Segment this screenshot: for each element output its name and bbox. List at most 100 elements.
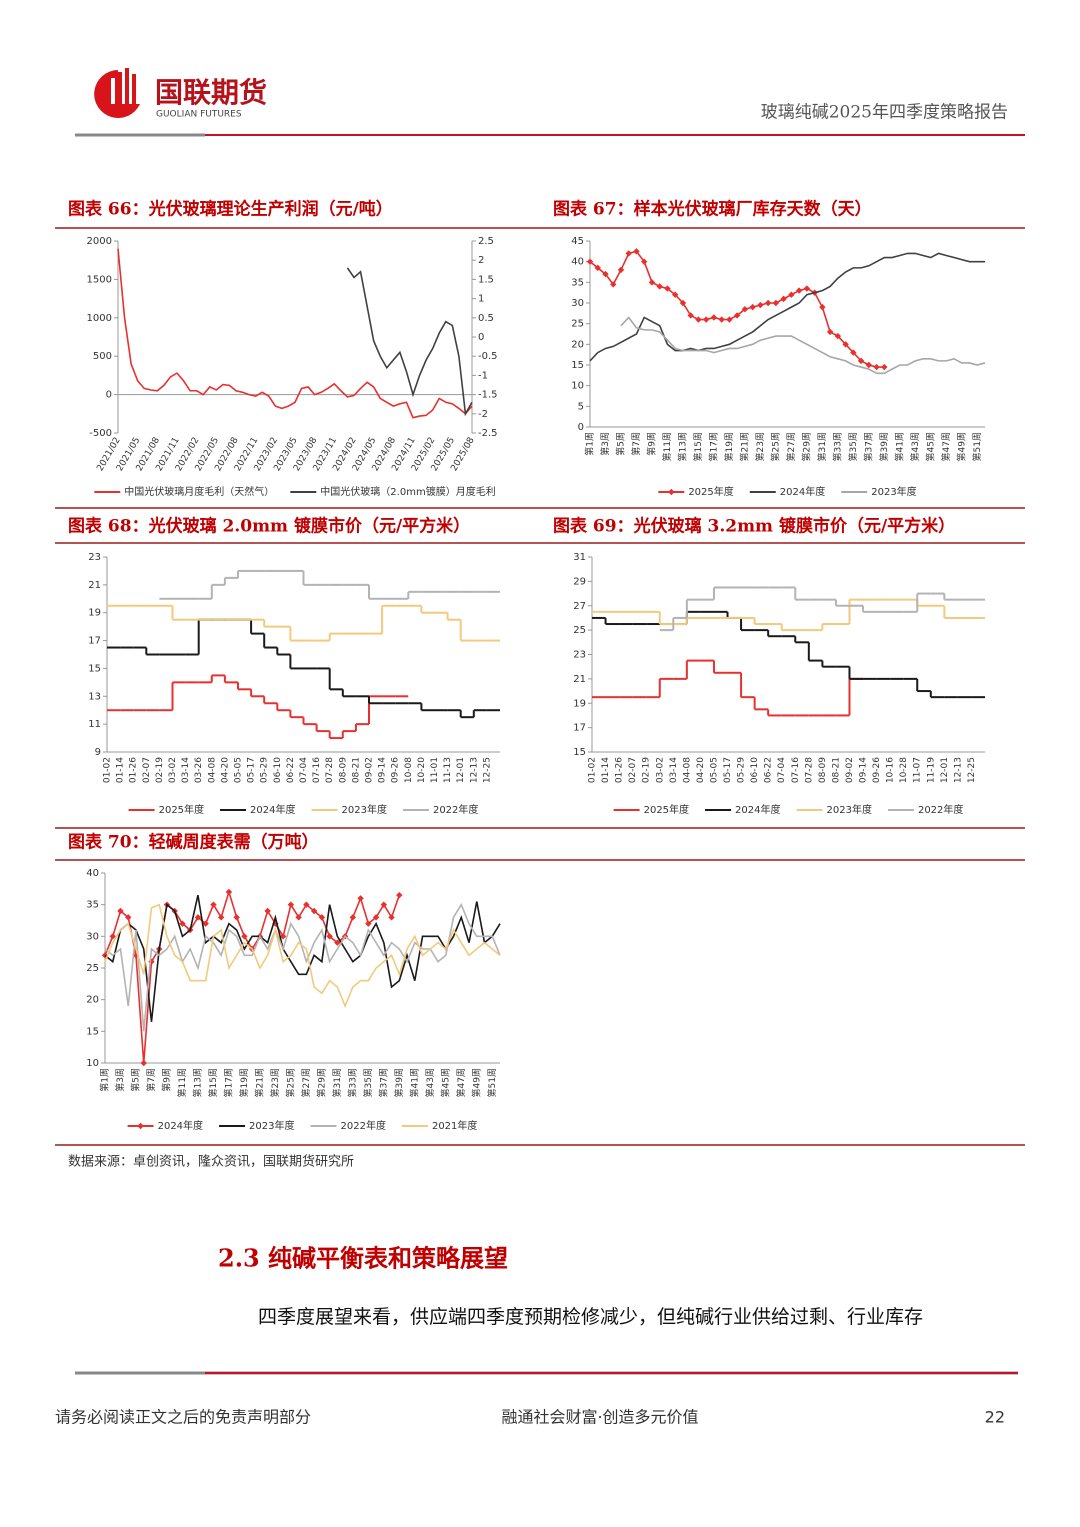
y-tick-label: 500 — [93, 351, 112, 362]
point — [388, 914, 395, 921]
point — [687, 312, 694, 319]
x-tick-label: 11-19 — [926, 757, 936, 783]
point — [764, 299, 772, 307]
y-tick-label: 10 — [86, 1058, 99, 1069]
y-tick-label: 30 — [571, 298, 584, 309]
x-tick-label: 05-05 — [234, 757, 244, 783]
logo — [94, 68, 140, 118]
legend-label: 2022年度 — [341, 1119, 386, 1132]
y-tick-label: 15 — [573, 747, 586, 758]
y2-tick-label: -0.5 — [478, 351, 498, 362]
x-tick-label: 01-02 — [588, 757, 598, 783]
y-tick-label: 17 — [88, 636, 101, 647]
point — [303, 901, 310, 908]
point — [217, 914, 225, 921]
x-tick-label: 12-25 — [967, 757, 977, 783]
x-tick-label: 第5周 — [614, 432, 626, 456]
series-line — [117, 248, 473, 419]
y-tick-label: 35 — [571, 277, 584, 288]
x-tick-label: 第43周 — [909, 432, 921, 461]
point — [334, 939, 341, 946]
x-tick-label: 01-26 — [129, 757, 139, 783]
x-tick-label: 10-20 — [417, 757, 427, 783]
y2-tick-label: 1 — [478, 294, 484, 305]
y-tick-label: 35 — [86, 900, 99, 911]
y-tick-label: 25 — [86, 963, 99, 974]
x-tick-label: 12-01 — [456, 757, 466, 783]
logo-mark — [94, 70, 140, 118]
point — [279, 933, 287, 940]
x-tick-label: 12-01 — [940, 757, 950, 783]
point — [210, 901, 217, 908]
point — [617, 266, 625, 274]
point — [202, 920, 209, 927]
point — [194, 914, 202, 921]
x-tick-label: 01-14 — [601, 757, 611, 783]
point — [826, 328, 834, 336]
x-tick-label: 07-28 — [804, 757, 814, 783]
section-title: 纯碱平衡表和策略展望 — [268, 1244, 508, 1273]
x-tick-label: 第43周 — [424, 1068, 436, 1097]
series-line — [346, 267, 473, 417]
legend-label: 2021年度 — [432, 1119, 477, 1132]
page-number: 22 — [985, 1408, 1005, 1427]
x-tick-label: 08-21 — [351, 757, 361, 783]
point — [741, 306, 749, 313]
point — [795, 287, 803, 294]
y-tick-label: 15 — [86, 1026, 99, 1037]
x-tick-label: 12-13 — [953, 757, 963, 783]
x-tick-label: 第15周 — [692, 432, 704, 461]
x-tick-label: 05-17 — [247, 757, 257, 783]
x-tick-label: 第35周 — [847, 432, 859, 461]
y-tick-label: 20 — [571, 339, 584, 350]
point — [109, 933, 116, 940]
x-tick-label: 08-09 — [338, 757, 348, 783]
x-tick-label: 04-08 — [207, 757, 217, 783]
x-tick-label: 第37周 — [862, 432, 874, 461]
y-tick-label: 31 — [573, 552, 586, 563]
point — [625, 250, 632, 257]
legend-label: 中国光伏玻璃月度毛利（天然气） — [124, 485, 274, 498]
legend: 2025年度 2024年度 2023年度 — [658, 485, 917, 498]
section-number: 2.3 — [218, 1244, 260, 1273]
x-tick-label: 第33周 — [346, 1068, 358, 1097]
x-tick-label: 第13周 — [676, 432, 688, 461]
x-tick-label: 第19周 — [238, 1068, 250, 1097]
point — [819, 303, 826, 311]
x-tick-label: 06-22 — [286, 757, 296, 783]
y-tick-label: 19 — [573, 698, 586, 709]
y-tick-label: 13 — [88, 691, 101, 702]
point — [365, 920, 372, 927]
x-tick-label: 第1周 — [584, 432, 596, 456]
point — [865, 361, 873, 369]
figure-title: 图表 66：光伏玻璃理论生产利润（元/吨） — [68, 199, 393, 220]
x-tick-label: 第11周 — [176, 1068, 188, 1097]
x-tick-label: 第49周 — [470, 1068, 482, 1097]
point — [850, 349, 857, 356]
y-tick-label: 9 — [95, 747, 101, 758]
y-tick-label: -500 — [89, 428, 112, 439]
legend: 中国光伏玻璃月度毛利（天然气） 中国光伏玻璃（2.0mm镀膜）月度毛利 — [94, 485, 496, 498]
x-tick-label: 07-28 — [325, 757, 335, 783]
legend-label: 2023年度 — [827, 803, 872, 816]
point — [602, 270, 609, 278]
y-tick-label: 0 — [106, 390, 112, 401]
x-tick-label: 第23周 — [754, 432, 766, 461]
x-tick-label: 11-01 — [430, 757, 440, 783]
legend-label: 2025年度 — [688, 485, 733, 498]
y2-tick-label: -1.5 — [478, 390, 498, 401]
point — [749, 303, 756, 311]
series-line — [104, 902, 501, 1032]
figure-title: 图表 70：轻碱周度表需（万吨） — [68, 832, 319, 853]
x-tick-label: 第51周 — [971, 432, 983, 461]
point — [326, 933, 333, 940]
y-tick-label: 21 — [88, 580, 101, 591]
legend: 2025年度 2024年度 2023年度 2022年度 — [613, 803, 963, 816]
x-tick-label: 10-08 — [404, 757, 414, 783]
point — [357, 895, 364, 902]
x-tick-label: 第27周 — [300, 1068, 312, 1097]
figure-title: 图表 67：样本光伏玻璃厂库存天数（天） — [553, 199, 872, 220]
y-tick-label: 17 — [573, 723, 586, 734]
legend-label: 2022年度 — [918, 803, 963, 816]
